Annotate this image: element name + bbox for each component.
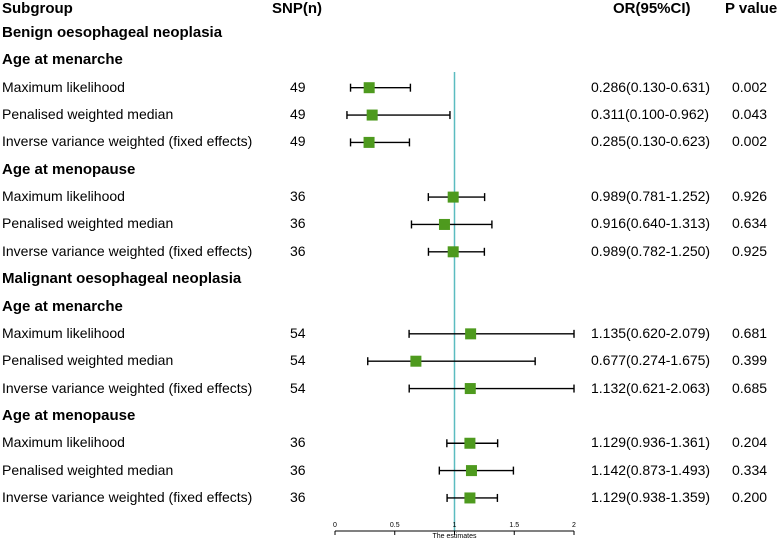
snp-count: 49 [290,133,306,150]
snp-count: 54 [290,324,306,341]
method-label: Maximum likelihood [2,188,125,205]
p-value: 0.002 [732,133,768,150]
snp-count: 54 [290,352,306,369]
group-heading: Benign oesophageal neoplasia [2,24,223,41]
or-ci-text: 0.989(0.782-1.250) [591,242,711,259]
snp-count: 36 [290,242,306,259]
p-value: 0.681 [732,324,768,341]
p-value: 0.926 [732,188,768,205]
x-axis-label: The estimates [433,533,477,540]
header-p-value: P value [725,0,778,17]
x-tick-label: 1.5 [509,522,519,529]
or-ci-text: 0.677(0.274-1.675) [591,352,711,369]
or-ci-text: 0.285(0.130-0.623) [591,133,711,150]
or-point-marker [464,437,476,449]
p-value: 0.399 [732,352,768,369]
subgroup-heading: Age at menopause [2,160,136,178]
or-point-marker [438,218,450,230]
subgroup-heading: Age at menarche [2,297,123,315]
method-label: Penalised weighted median [2,106,174,123]
snp-count: 36 [290,215,306,232]
snp-count: 54 [290,379,306,396]
or-ci-text: 1.135(0.620-2.079) [591,324,711,341]
or-point-marker [363,82,375,94]
or-ci-text: 1.142(0.873-1.493) [591,461,711,478]
p-value: 0.043 [732,106,768,123]
p-value: 0.200 [732,488,768,505]
method-label: Inverse variance weighted (fixed effects… [2,242,253,259]
or-point-marker [410,355,422,367]
or-ci-text: 1.129(0.936-1.361) [591,434,711,451]
p-value: 0.685 [732,379,768,396]
or-point-marker [465,465,477,477]
or-point-marker [465,328,477,340]
subgroup-heading: Age at menarche [2,51,123,69]
or-point-marker [464,492,476,504]
method-label: Penalised weighted median [2,352,174,369]
p-value: 0.634 [732,215,768,232]
snp-count: 49 [290,106,306,123]
or-ci-text: 1.132(0.621-2.063) [591,379,711,396]
header-snp: SNP(n) [272,0,322,17]
snp-count: 36 [290,461,306,478]
x-tick-label: 2 [572,522,576,529]
header-or: OR(95%CI) [613,0,691,17]
x-tick-label: 1 [453,522,457,529]
method-label: Inverse variance weighted (fixed effects… [2,133,253,150]
snp-count: 36 [290,488,306,505]
x-tick-label: 0 [333,522,337,529]
header-subgroup: Subgroup [2,0,73,17]
x-tick-label: 0.5 [390,522,400,529]
or-ci-text: 0.311(0.100-0.962) [591,106,710,123]
or-ci-text: 0.916(0.640-1.313) [591,215,711,232]
group-heading: Malignant oesophageal neoplasia [2,270,242,288]
p-value: 0.334 [732,461,768,478]
p-value: 0.925 [732,242,768,259]
or-point-marker [447,246,459,258]
method-label: Penalised weighted median [2,215,174,232]
or-point-marker [447,191,459,203]
snp-count: 36 [290,188,306,205]
method-label: Inverse variance weighted (fixed effects… [2,379,253,396]
p-value: 0.002 [732,78,768,95]
method-label: Maximum likelihood [2,434,125,451]
or-ci-text: 0.989(0.781-1.252) [591,188,711,205]
or-ci-text: 0.286(0.130-0.631) [591,78,711,95]
method-label: Penalised weighted median [2,461,174,478]
or-ci-text: 1.129(0.938-1.359) [591,488,711,505]
or-point-marker [363,136,375,148]
method-label: Inverse variance weighted (fixed effects… [2,488,253,505]
p-value: 0.204 [732,434,768,451]
or-point-marker [366,109,378,121]
method-label: Maximum likelihood [2,324,125,341]
method-label: Maximum likelihood [2,78,125,95]
snp-count: 49 [290,78,306,95]
or-point-marker [464,383,476,395]
snp-count: 36 [290,434,306,451]
subgroup-heading: Age at menopause [2,406,136,424]
